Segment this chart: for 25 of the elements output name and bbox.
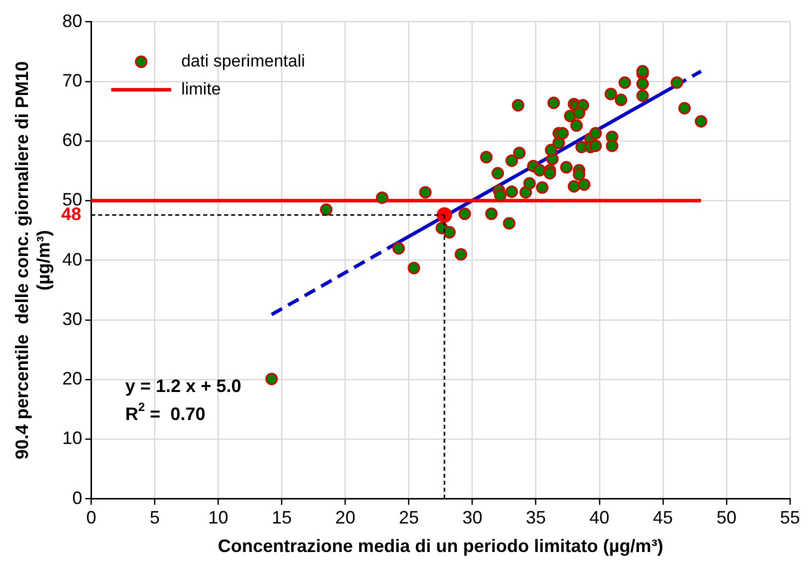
x-tick-label: 20	[335, 508, 356, 528]
x-tick-label: 45	[652, 508, 673, 528]
y-tick-label: 0	[72, 488, 82, 508]
x-tick-label: 50	[716, 508, 736, 528]
y-axis-title: 90.4 percentile delle conc. giornaliere di PM10 (µg/m³)	[12, 61, 54, 460]
y-tick-label: 20	[62, 368, 82, 389]
x-tick-label: 25	[398, 508, 419, 528]
y-tick-label: 40	[62, 249, 82, 270]
x-tick-label: 55	[780, 508, 800, 528]
y-tick-label: 30	[62, 308, 82, 329]
x-axis-title: Concentrazione media di un periodo limitato (µg/m³)	[218, 536, 664, 556]
y-tick-label: 70	[62, 70, 82, 90]
x-tick-label: 0	[86, 508, 96, 528]
y-tick-label: 60	[62, 130, 82, 150]
legend-label: limite	[181, 79, 221, 98]
y-tick-label: 10	[62, 428, 82, 448]
y-tick-label: 80	[62, 10, 82, 31]
x-tick-label: 10	[208, 508, 228, 528]
annotation: y = 1.2 x + 5.0	[125, 376, 242, 396]
x-tick-label: 30	[462, 508, 482, 528]
x-tick-label: 40	[589, 508, 610, 528]
x-tick-label: 35	[526, 508, 546, 528]
x-tick-label: 5	[150, 508, 160, 528]
legend-label: dati sperimentali	[181, 51, 306, 70]
x-tick-label: 15	[272, 508, 292, 528]
